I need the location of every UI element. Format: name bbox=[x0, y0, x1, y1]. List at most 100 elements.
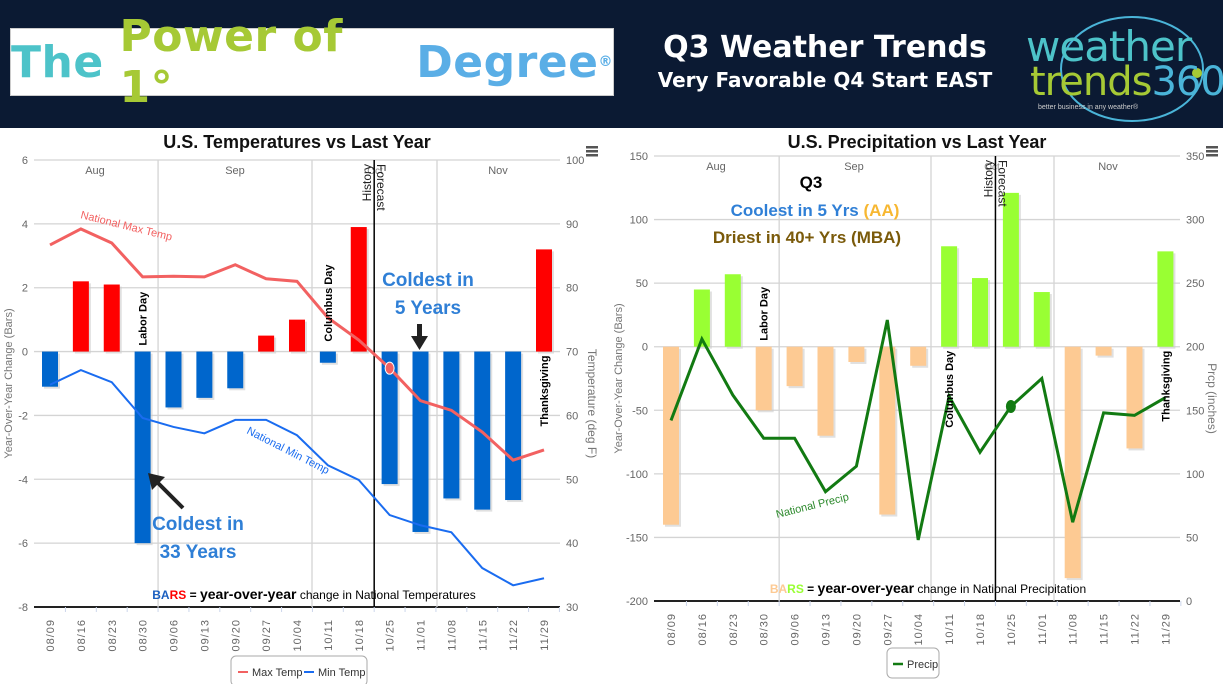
footnote-eq: = bbox=[804, 582, 818, 596]
month-label: Aug bbox=[706, 161, 726, 173]
legend-item-max-temp[interactable]: Max Temp bbox=[238, 667, 303, 679]
y2-tick-label: 0 bbox=[1186, 596, 1192, 608]
bar-08-09 bbox=[663, 346, 679, 525]
forecast-label: Forecast bbox=[995, 160, 1009, 207]
bar-11-22 bbox=[505, 351, 522, 501]
x-tick-label: 08/09 bbox=[45, 619, 57, 652]
y-tick-label: 0 bbox=[22, 347, 28, 359]
bars-footnote: BARS = year-over-year change in National… bbox=[770, 580, 1086, 596]
bar-08-09 bbox=[42, 351, 58, 387]
menu-line bbox=[586, 146, 598, 149]
x-tick-label: 08/30 bbox=[759, 613, 771, 646]
bar-10-25 bbox=[381, 351, 398, 485]
chart-menu-icon[interactable] bbox=[1206, 146, 1218, 157]
y-tick-label: 150 bbox=[630, 151, 648, 163]
month-label: Nov bbox=[1098, 161, 1118, 173]
y2-tick-label: 100 bbox=[566, 155, 584, 167]
y2-tick-label: 30 bbox=[566, 602, 578, 614]
legend-label-precip: Precip bbox=[907, 659, 938, 671]
y-tick-label: 6 bbox=[22, 155, 28, 167]
y2-tick-label: 60 bbox=[566, 410, 578, 422]
bar-08-16 bbox=[693, 289, 710, 347]
legend: Max Temp Min Temp bbox=[230, 655, 368, 684]
footnote-ba: BA bbox=[152, 588, 170, 602]
chart-menu-icon[interactable] bbox=[586, 146, 598, 157]
x-tick-label: 11/22 bbox=[1130, 613, 1142, 645]
month-label: Oct bbox=[984, 162, 1000, 173]
brand-trends: trends bbox=[1030, 59, 1152, 105]
page-title: Q3 Weather Trends bbox=[663, 30, 987, 65]
bar-09-06 bbox=[165, 351, 182, 408]
footnote-rest: change in National Precipitation bbox=[914, 582, 1086, 596]
page-subtitle: Very Favorable Q4 Start EAST bbox=[657, 68, 993, 92]
series-label-min-temp: National Min Temp bbox=[245, 425, 331, 477]
x-tick-label: 10/04 bbox=[913, 613, 925, 646]
y2-tick-label: 150 bbox=[1186, 405, 1204, 417]
callout-coolest: Coolest in 5 Yrs (AA) bbox=[731, 201, 900, 220]
bar-09-06 bbox=[786, 346, 803, 387]
month-label: Sep bbox=[844, 161, 864, 173]
bar-11-08 bbox=[1064, 346, 1081, 579]
bar-11-01 bbox=[412, 351, 429, 532]
registered-mark: ® bbox=[598, 54, 613, 70]
x-tick-label: 09/27 bbox=[261, 619, 273, 652]
bar-08-30 bbox=[134, 351, 151, 544]
x-tick-label: 11/15 bbox=[1099, 613, 1111, 645]
annotation-coldest-5-line1: Coldest in bbox=[382, 270, 474, 291]
current-week-marker bbox=[384, 361, 395, 375]
bar-10-11 bbox=[941, 246, 958, 347]
callout-driest: Driest in 40+ Yrs (MBA) bbox=[713, 228, 901, 247]
holiday-label: Columbus Day bbox=[323, 264, 335, 342]
x-tick-label: 09/20 bbox=[851, 613, 863, 646]
x-tick-label: 10/18 bbox=[975, 613, 987, 646]
holiday-label: Columbus Day bbox=[944, 350, 956, 428]
logo-dot-icon bbox=[1192, 68, 1202, 78]
footnote-yoy: year-over-year bbox=[818, 580, 915, 596]
bar-10-04 bbox=[289, 319, 305, 352]
bar-11-15 bbox=[1095, 346, 1112, 356]
arrow-coldest-5-icon bbox=[417, 324, 422, 338]
x-tick-label: 10/25 bbox=[1006, 613, 1018, 646]
bar-08-16 bbox=[72, 281, 89, 352]
current-week-marker bbox=[1005, 399, 1016, 413]
y-tick-label: 0 bbox=[642, 342, 648, 354]
temperature-chart: U.S. Temperatures vs Last Year -8 -6 -4 -2 0 2… bbox=[3, 132, 599, 684]
y-tick-label: -2 bbox=[18, 410, 28, 422]
x-tick-label: 09/27 bbox=[882, 613, 894, 646]
x-tick-label: 09/20 bbox=[230, 619, 242, 652]
annotation-coldest-33-line1: Coldest in bbox=[152, 514, 244, 535]
y-axis-title: Year-Over-Year Change (Bars) bbox=[613, 303, 625, 453]
x-tick-label: 11/01 bbox=[1037, 613, 1049, 645]
x-tick-label: 11/22 bbox=[508, 619, 520, 651]
y-tick-label: 50 bbox=[636, 278, 648, 290]
x-tick-label: 09/06 bbox=[169, 619, 181, 652]
bar-11-29 bbox=[536, 249, 552, 352]
y-tick-label: 100 bbox=[630, 215, 648, 227]
menu-line bbox=[1206, 146, 1218, 149]
holiday-label: Labor Day bbox=[759, 286, 771, 341]
y2-tick-label: 200 bbox=[1186, 342, 1204, 354]
footnote-yoy: year-over-year bbox=[200, 586, 297, 602]
x-tick-label: 10/11 bbox=[323, 619, 335, 651]
y2-tick-label: 300 bbox=[1186, 215, 1204, 227]
bar-09-27 bbox=[879, 346, 896, 515]
bar-10-18 bbox=[972, 278, 988, 347]
legend-item-precip[interactable]: Precip bbox=[893, 659, 938, 671]
x-tick-label: 11/15 bbox=[477, 619, 489, 651]
bar-11-01 bbox=[1033, 292, 1050, 347]
menu-line bbox=[1206, 150, 1218, 153]
y2-axis-title: Prcp (inches) bbox=[1205, 363, 1219, 434]
legend-item-min-temp[interactable]: Min Temp bbox=[304, 667, 365, 679]
y2-tick-label: 100 bbox=[1186, 469, 1204, 481]
logo-word-2: Power of 1° bbox=[119, 11, 343, 113]
brand-word-weather: weather bbox=[1026, 22, 1192, 71]
bar-08-30 bbox=[755, 346, 772, 411]
x-tick-label: 11/08 bbox=[1068, 613, 1080, 645]
menu-line bbox=[586, 154, 598, 157]
footnote-rest: change in National Temperatures bbox=[296, 588, 475, 602]
y-tick-label: -8 bbox=[18, 602, 28, 614]
x-tick-label: 09/13 bbox=[199, 619, 211, 652]
x-tick-label: 10/25 bbox=[385, 619, 397, 652]
bar-08-23 bbox=[103, 284, 120, 352]
x-tick-label: 08/09 bbox=[666, 613, 678, 646]
